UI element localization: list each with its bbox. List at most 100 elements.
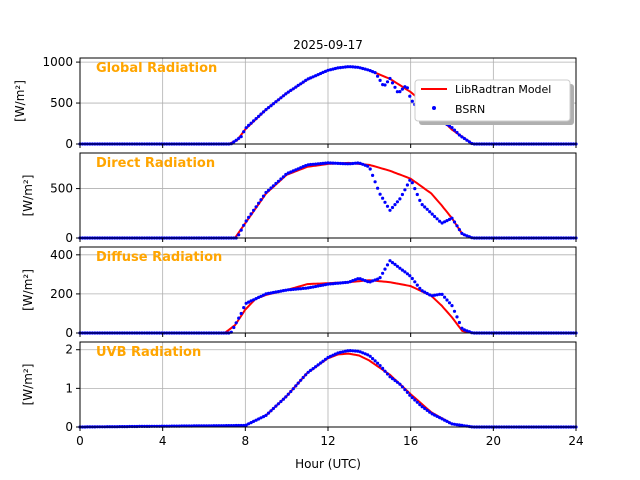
bsrn-point: [271, 184, 275, 188]
bsrn-point: [430, 212, 434, 216]
bsrn-point: [447, 124, 452, 128]
bsrn-point: [388, 375, 392, 379]
bsrn-point: [299, 287, 303, 291]
bsrn-point: [390, 261, 395, 265]
bsrn-point: [455, 423, 459, 427]
bsrn-point: [227, 424, 231, 428]
bsrn-point: [366, 68, 370, 72]
bsrn-point: [338, 350, 342, 354]
bsrn-point: [311, 367, 315, 371]
bsrn-point: [425, 291, 429, 296]
bsrn-point: [388, 259, 392, 263]
bsrn-point: [433, 214, 437, 219]
bsrn-point: [435, 293, 439, 297]
bsrn-point: [373, 180, 377, 184]
bsrn-point: [430, 412, 434, 416]
bsrn-point: [408, 178, 412, 182]
bsrn-point: [249, 121, 253, 125]
bsrn-point: [249, 212, 253, 216]
x-tick-label: 12: [320, 434, 335, 448]
bsrn-point: [393, 262, 397, 266]
bsrn-point: [284, 288, 288, 292]
y-tick-label: 0: [65, 231, 73, 245]
bsrn-point: [383, 83, 387, 87]
bsrn-point: [383, 267, 387, 271]
bsrn-point: [306, 370, 310, 374]
bsrn-point: [465, 138, 469, 142]
bsrn-point: [336, 281, 340, 285]
bsrn-point: [319, 361, 323, 365]
bsrn-point: [376, 186, 380, 190]
legend-bsrn-swatch: [432, 106, 436, 110]
bsrn-point: [239, 135, 243, 139]
bsrn-point: [261, 293, 266, 297]
bsrn-point: [415, 400, 419, 404]
bsrn-point: [338, 66, 342, 70]
bsrn-point: [395, 380, 399, 384]
bsrn-point: [413, 280, 417, 284]
y-axis-label: [W/m²]: [13, 80, 27, 122]
x-axis-label: Hour (UTC): [295, 457, 361, 471]
bsrn-point: [276, 179, 280, 183]
bsrn-point: [371, 70, 375, 74]
bsrn-point: [395, 90, 399, 94]
bsrn-point: [247, 123, 251, 127]
bsrn-point: [366, 280, 370, 284]
bsrn-point: [393, 203, 397, 207]
bsrn-point: [381, 83, 385, 87]
bsrn-point: [356, 65, 360, 69]
bsrn-point: [242, 223, 246, 227]
bsrn-point: [234, 321, 238, 325]
bsrn-point: [428, 410, 432, 414]
bsrn-point: [274, 290, 278, 294]
bsrn-point: [385, 204, 390, 208]
bsrn-point: [237, 316, 241, 320]
bsrn-point: [351, 65, 355, 69]
bsrn-point: [289, 389, 293, 394]
bsrn-point: [333, 161, 337, 165]
bsrn-point: [271, 406, 275, 411]
bsrn-point: [398, 90, 402, 94]
bsrn-point: [338, 161, 342, 166]
bsrn-point: [261, 415, 266, 419]
bsrn-point: [294, 85, 298, 89]
bsrn-point: [410, 396, 414, 400]
bsrn-point: [460, 326, 464, 330]
bsrn-point: [244, 126, 248, 130]
bsrn-point: [289, 288, 293, 292]
bsrn-point: [316, 162, 320, 166]
bsrn-point: [455, 315, 459, 319]
bsrn-point: [447, 301, 452, 305]
bsrn-point: [467, 140, 471, 144]
bsrn-point: [234, 423, 238, 428]
bsrn-point: [333, 352, 337, 356]
bsrn-point: [247, 300, 251, 304]
bsrn-point: [269, 186, 273, 190]
bsrn-point: [309, 368, 313, 372]
bsrn-point: [319, 162, 323, 166]
bsrn-point: [336, 351, 340, 355]
bsrn-point: [252, 298, 256, 302]
bsrn-point: [296, 83, 300, 87]
bsrn-point: [264, 190, 268, 195]
bsrn-point: [418, 403, 422, 407]
bsrn-point: [440, 221, 444, 225]
bsrn-point: [254, 418, 258, 422]
bsrn-point: [346, 349, 350, 353]
bsrn-point: [373, 278, 377, 282]
bsrn-point: [348, 162, 352, 166]
bsrn-point: [440, 417, 444, 421]
bsrn-point: [259, 112, 263, 116]
bsrn-point: [261, 194, 266, 198]
bsrn-point: [311, 162, 315, 166]
bsrn-point: [457, 423, 461, 427]
bsrn-point: [323, 161, 328, 165]
bsrn-point: [398, 197, 402, 201]
bsrn-point: [378, 192, 382, 196]
bsrn-point: [244, 219, 248, 223]
y-tick-label: 500: [50, 182, 73, 196]
bsrn-point: [400, 385, 404, 389]
bsrn-point: [328, 282, 333, 286]
